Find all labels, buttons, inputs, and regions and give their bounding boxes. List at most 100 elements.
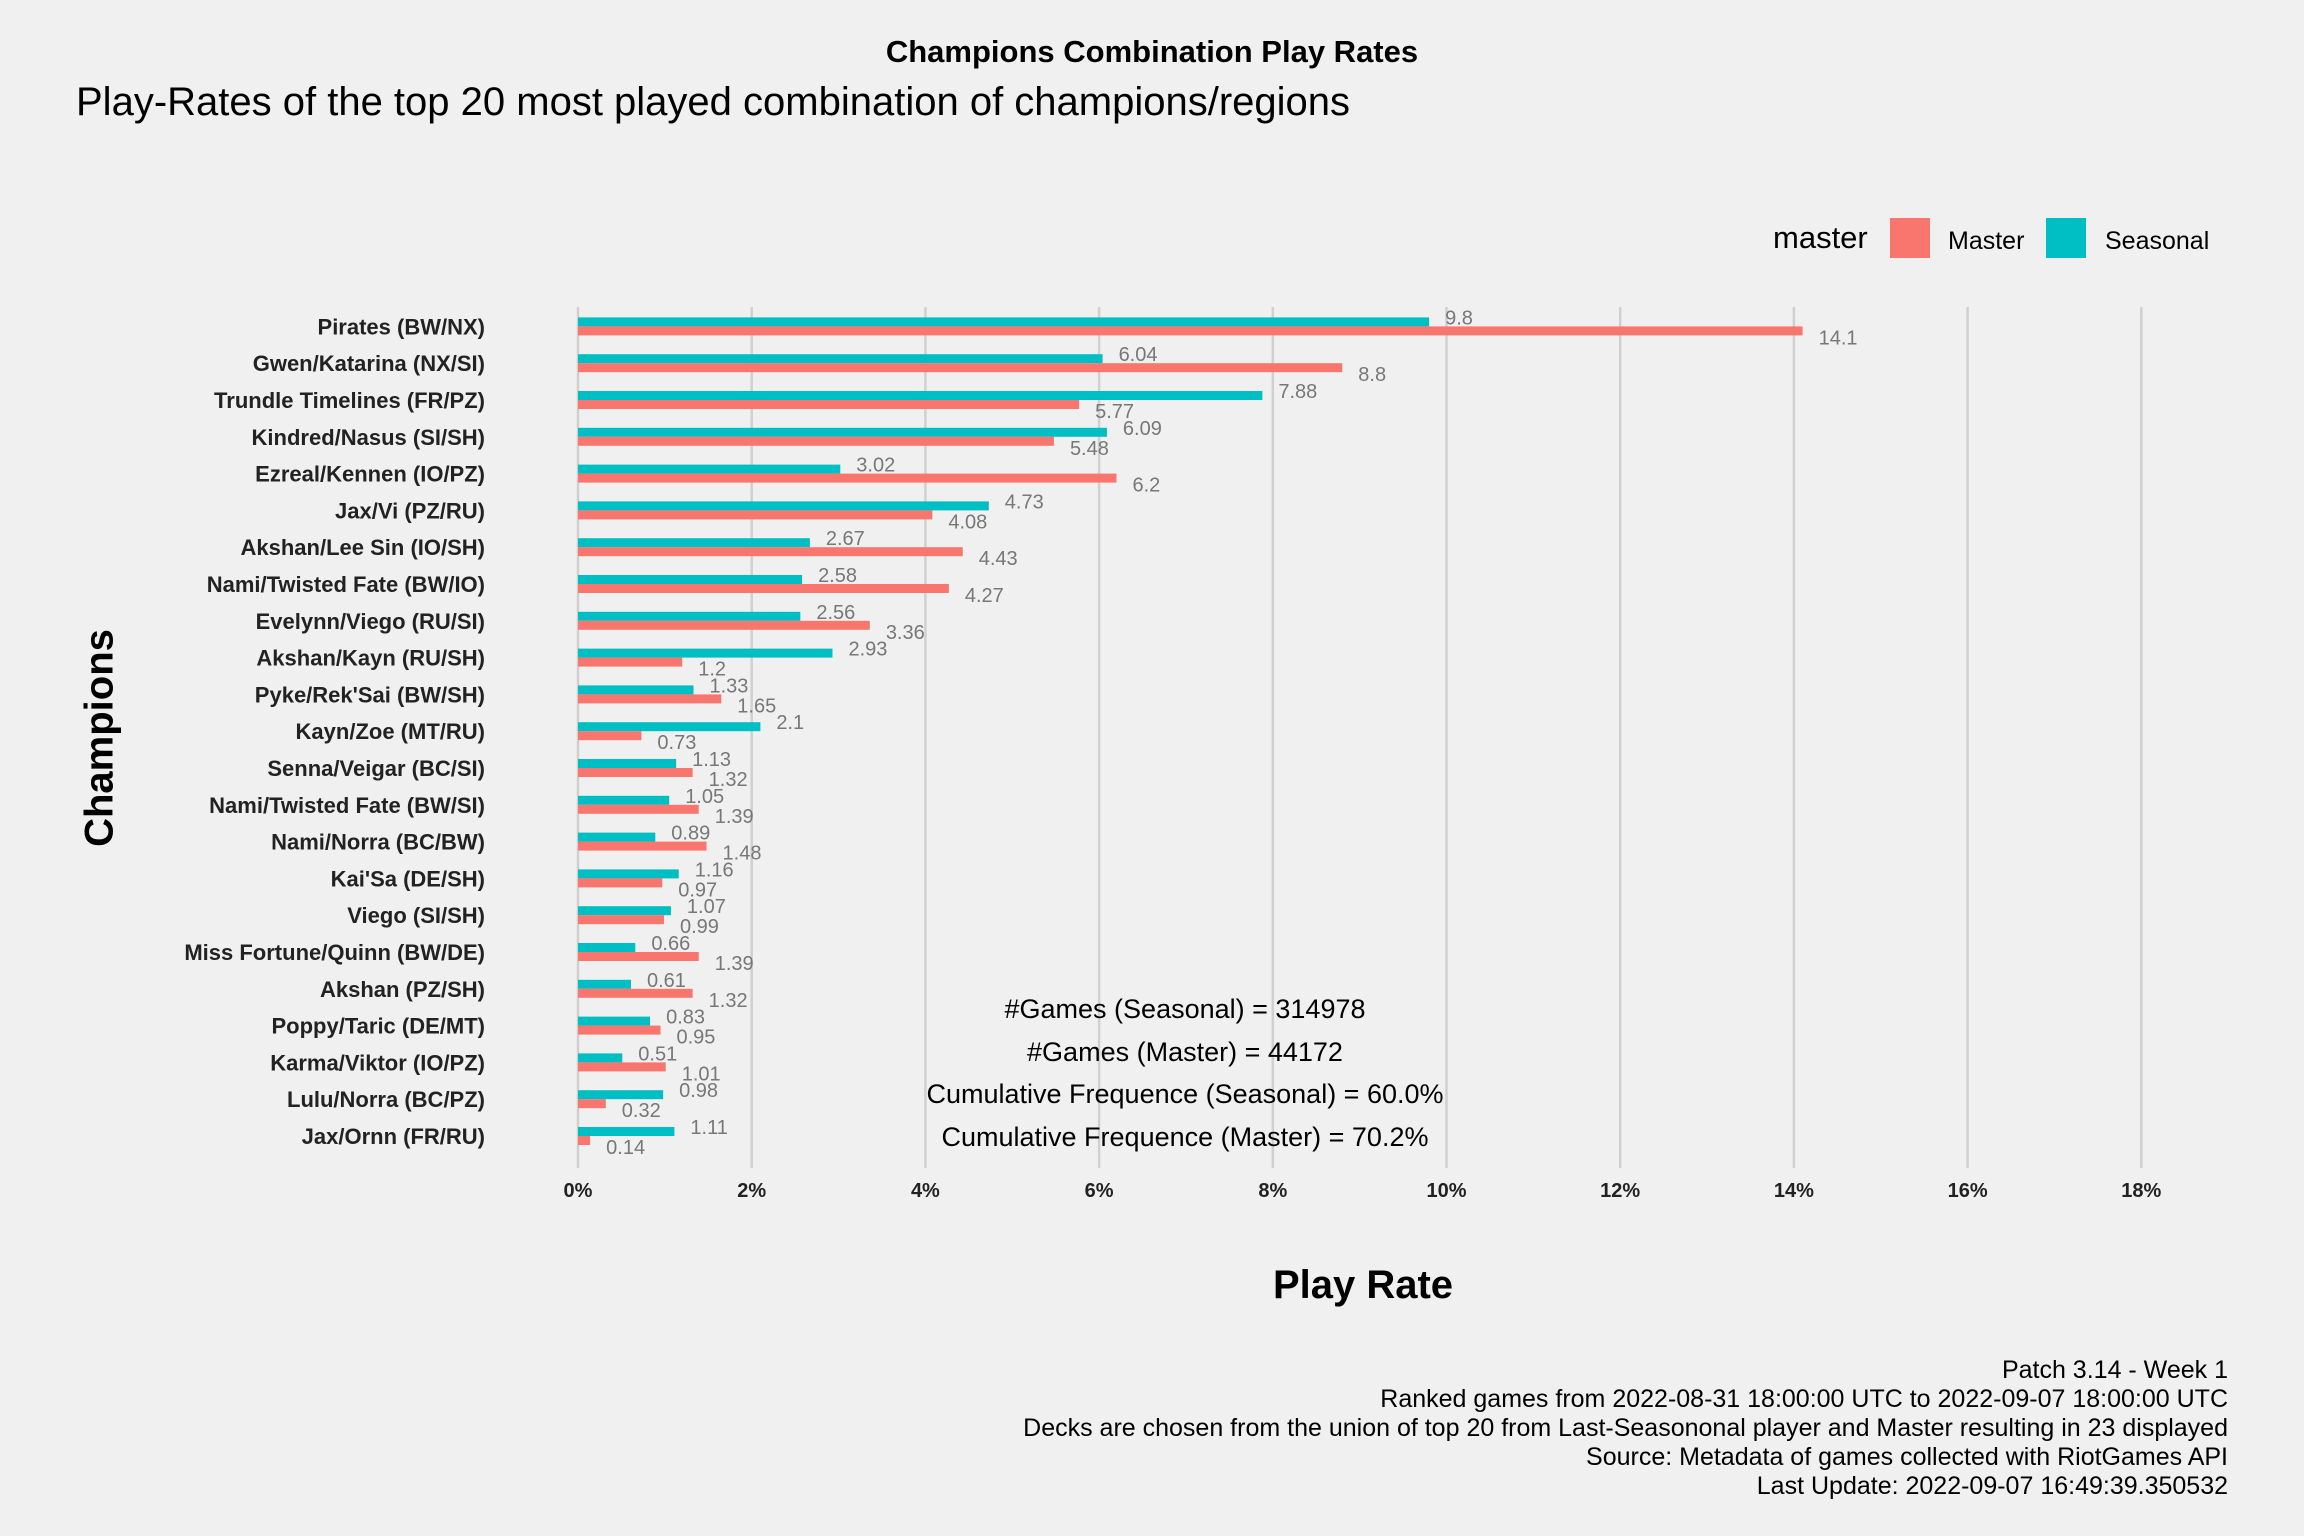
category-label: Lulu/Norra (BC/PZ): [287, 1087, 485, 1112]
category-label: Akshan (PZ/SH): [320, 977, 485, 1002]
stats-annotation: #Games (Seasonal) = 314978 #Games (Maste…: [926, 988, 1443, 1158]
category-label: Gwen/Katarina (NX/SI): [253, 351, 485, 376]
bar-master: [578, 878, 663, 888]
value-label-master: 14.1: [1819, 327, 1858, 349]
value-label-seasonal: 0.61: [647, 970, 686, 992]
bar-seasonal: [578, 1016, 651, 1026]
value-label-seasonal: 2.67: [826, 528, 865, 550]
bar-seasonal: [578, 943, 636, 952]
x-tick-label: 14%: [1774, 1180, 1814, 1202]
legend-key-master: [1890, 218, 1930, 258]
x-tick-label: 10%: [1426, 1180, 1466, 1202]
x-tick-label: 12%: [1600, 1180, 1640, 1202]
value-label-seasonal: 9.8: [1445, 307, 1473, 329]
bar-seasonal: [578, 979, 631, 989]
caption: Patch 3.14 - Week 1 Ranked games from 20…: [1023, 1356, 2228, 1501]
bars: [578, 317, 1803, 1145]
value-label-seasonal: 0.83: [666, 1007, 705, 1029]
bar-master: [578, 1099, 606, 1109]
bar-master: [578, 584, 949, 593]
bar-seasonal: [578, 1127, 675, 1136]
value-label-seasonal: 2.56: [816, 602, 855, 624]
caption-patch: Patch 3.14 - Week 1: [2001, 1356, 2228, 1384]
category-label: Kayn/Zoe (MT/RU): [296, 719, 485, 744]
x-tick-label: 4%: [911, 1180, 940, 1202]
x-tick-label: 16%: [1948, 1180, 1988, 1202]
value-label-seasonal: 2.93: [848, 639, 887, 661]
bar-seasonal: [578, 795, 670, 805]
value-label-seasonal: 1.05: [685, 786, 724, 808]
caption-source: Source: Metadata of games collected with…: [1586, 1443, 2228, 1471]
value-label-master: 0.73: [657, 732, 696, 754]
bar-master: [578, 1136, 591, 1145]
value-labels: 9.8 14.1 6.04 8.8 7.88 5.776.09 5.48 3.02 6.2 4.7…: [606, 307, 1857, 1159]
bar-master: [578, 988, 693, 998]
category-label: Evelynn/Viego (RU/SI): [256, 609, 485, 634]
value-label-master: 3.36: [886, 622, 925, 644]
legend-title: master: [1773, 220, 1868, 255]
value-label-seasonal: 6.09: [1123, 418, 1162, 440]
value-label-master: 4.27: [965, 585, 1004, 607]
value-label-master: 1.48: [723, 843, 762, 865]
value-label-master: 0.99: [680, 916, 719, 938]
bar-master: [578, 326, 1803, 336]
legend-label-seasonal: Seasonal: [2105, 227, 2210, 255]
bar-seasonal: [578, 759, 677, 768]
value-label-seasonal: 1.16: [695, 859, 734, 881]
bar-master: [578, 510, 933, 520]
category-label: Akshan/Lee Sin (IO/SH): [241, 535, 486, 560]
bar-seasonal: [578, 391, 1263, 400]
value-label-master: 4.08: [948, 511, 987, 533]
bar-master: [578, 547, 963, 557]
bar-seasonal: [578, 575, 803, 584]
category-label: Miss Fortune/Quinn (BW/DE): [184, 940, 485, 965]
stat-cumfreq-master: Cumulative Frequence (Master) = 70.2%: [941, 1121, 1429, 1152]
value-label-seasonal: 6.04: [1119, 344, 1158, 366]
category-label: Nami/Twisted Fate (BW/SI): [209, 793, 485, 818]
value-label-seasonal: 2.1: [776, 712, 804, 734]
bar-master: [578, 804, 699, 814]
x-tick-label: 18%: [2121, 1180, 2161, 1202]
value-label-seasonal: 0.89: [671, 823, 710, 845]
value-label-seasonal: 1.13: [692, 749, 731, 771]
bar-master: [578, 620, 870, 630]
bar-master: [578, 363, 1343, 373]
x-tick-labels: 0% 2% 4% 6% 8% 10% 12% 14% 16% 18%: [564, 1180, 2162, 1202]
bar-master: [578, 768, 693, 777]
bar-seasonal: [578, 685, 694, 695]
value-label-seasonal: 1.11: [690, 1117, 727, 1139]
value-label-master: 0.97: [678, 879, 717, 901]
value-label-master: 4.43: [979, 548, 1018, 570]
stat-cumfreq-seasonal: Cumulative Frequence (Seasonal) = 60.0%: [926, 1079, 1444, 1109]
category-label: Poppy/Taric (DE/MT): [272, 1014, 486, 1039]
bar-seasonal: [578, 1053, 623, 1063]
bar-seasonal: [578, 354, 1103, 364]
category-label: Jax/Vi (PZ/RU): [335, 498, 485, 523]
stat-games-master: #Games (Master) = 44172: [1027, 1036, 1343, 1067]
x-axis-label: Play Rate: [1272, 1263, 1454, 1307]
category-label: Senna/Veigar (BC/SI): [267, 756, 485, 781]
value-label-seasonal: 4.73: [1005, 491, 1044, 513]
value-label-master: 0.14: [606, 1137, 645, 1159]
legend-key-seasonal: [2046, 218, 2086, 258]
bar-seasonal: [578, 906, 671, 916]
bar-master: [578, 400, 1080, 409]
bar-seasonal: [578, 648, 833, 658]
caption-decks-note: Decks are chosen from the union of top 2…: [1023, 1414, 2228, 1442]
bar-master: [578, 1025, 661, 1035]
y-axis-label: Champions: [77, 629, 122, 847]
bar-seasonal: [578, 501, 989, 511]
bar-master: [578, 436, 1054, 446]
category-label: Jax/Ornn (FR/RU): [302, 1124, 485, 1149]
bar-master: [578, 473, 1117, 483]
category-label: Pyke/Rek'Sai (BW/SH): [255, 682, 485, 707]
bar-seasonal: [578, 722, 761, 732]
bar-seasonal: [578, 611, 801, 621]
category-label: Kindred/Nasus (SI/SH): [252, 425, 485, 450]
bar-master: [578, 731, 642, 741]
bar-seasonal: [578, 869, 679, 879]
x-tick-label: 6%: [1085, 1180, 1114, 1202]
category-label: Kai'Sa (DE/SH): [331, 866, 485, 891]
bar-seasonal: [578, 832, 656, 842]
bar-master: [578, 952, 699, 961]
